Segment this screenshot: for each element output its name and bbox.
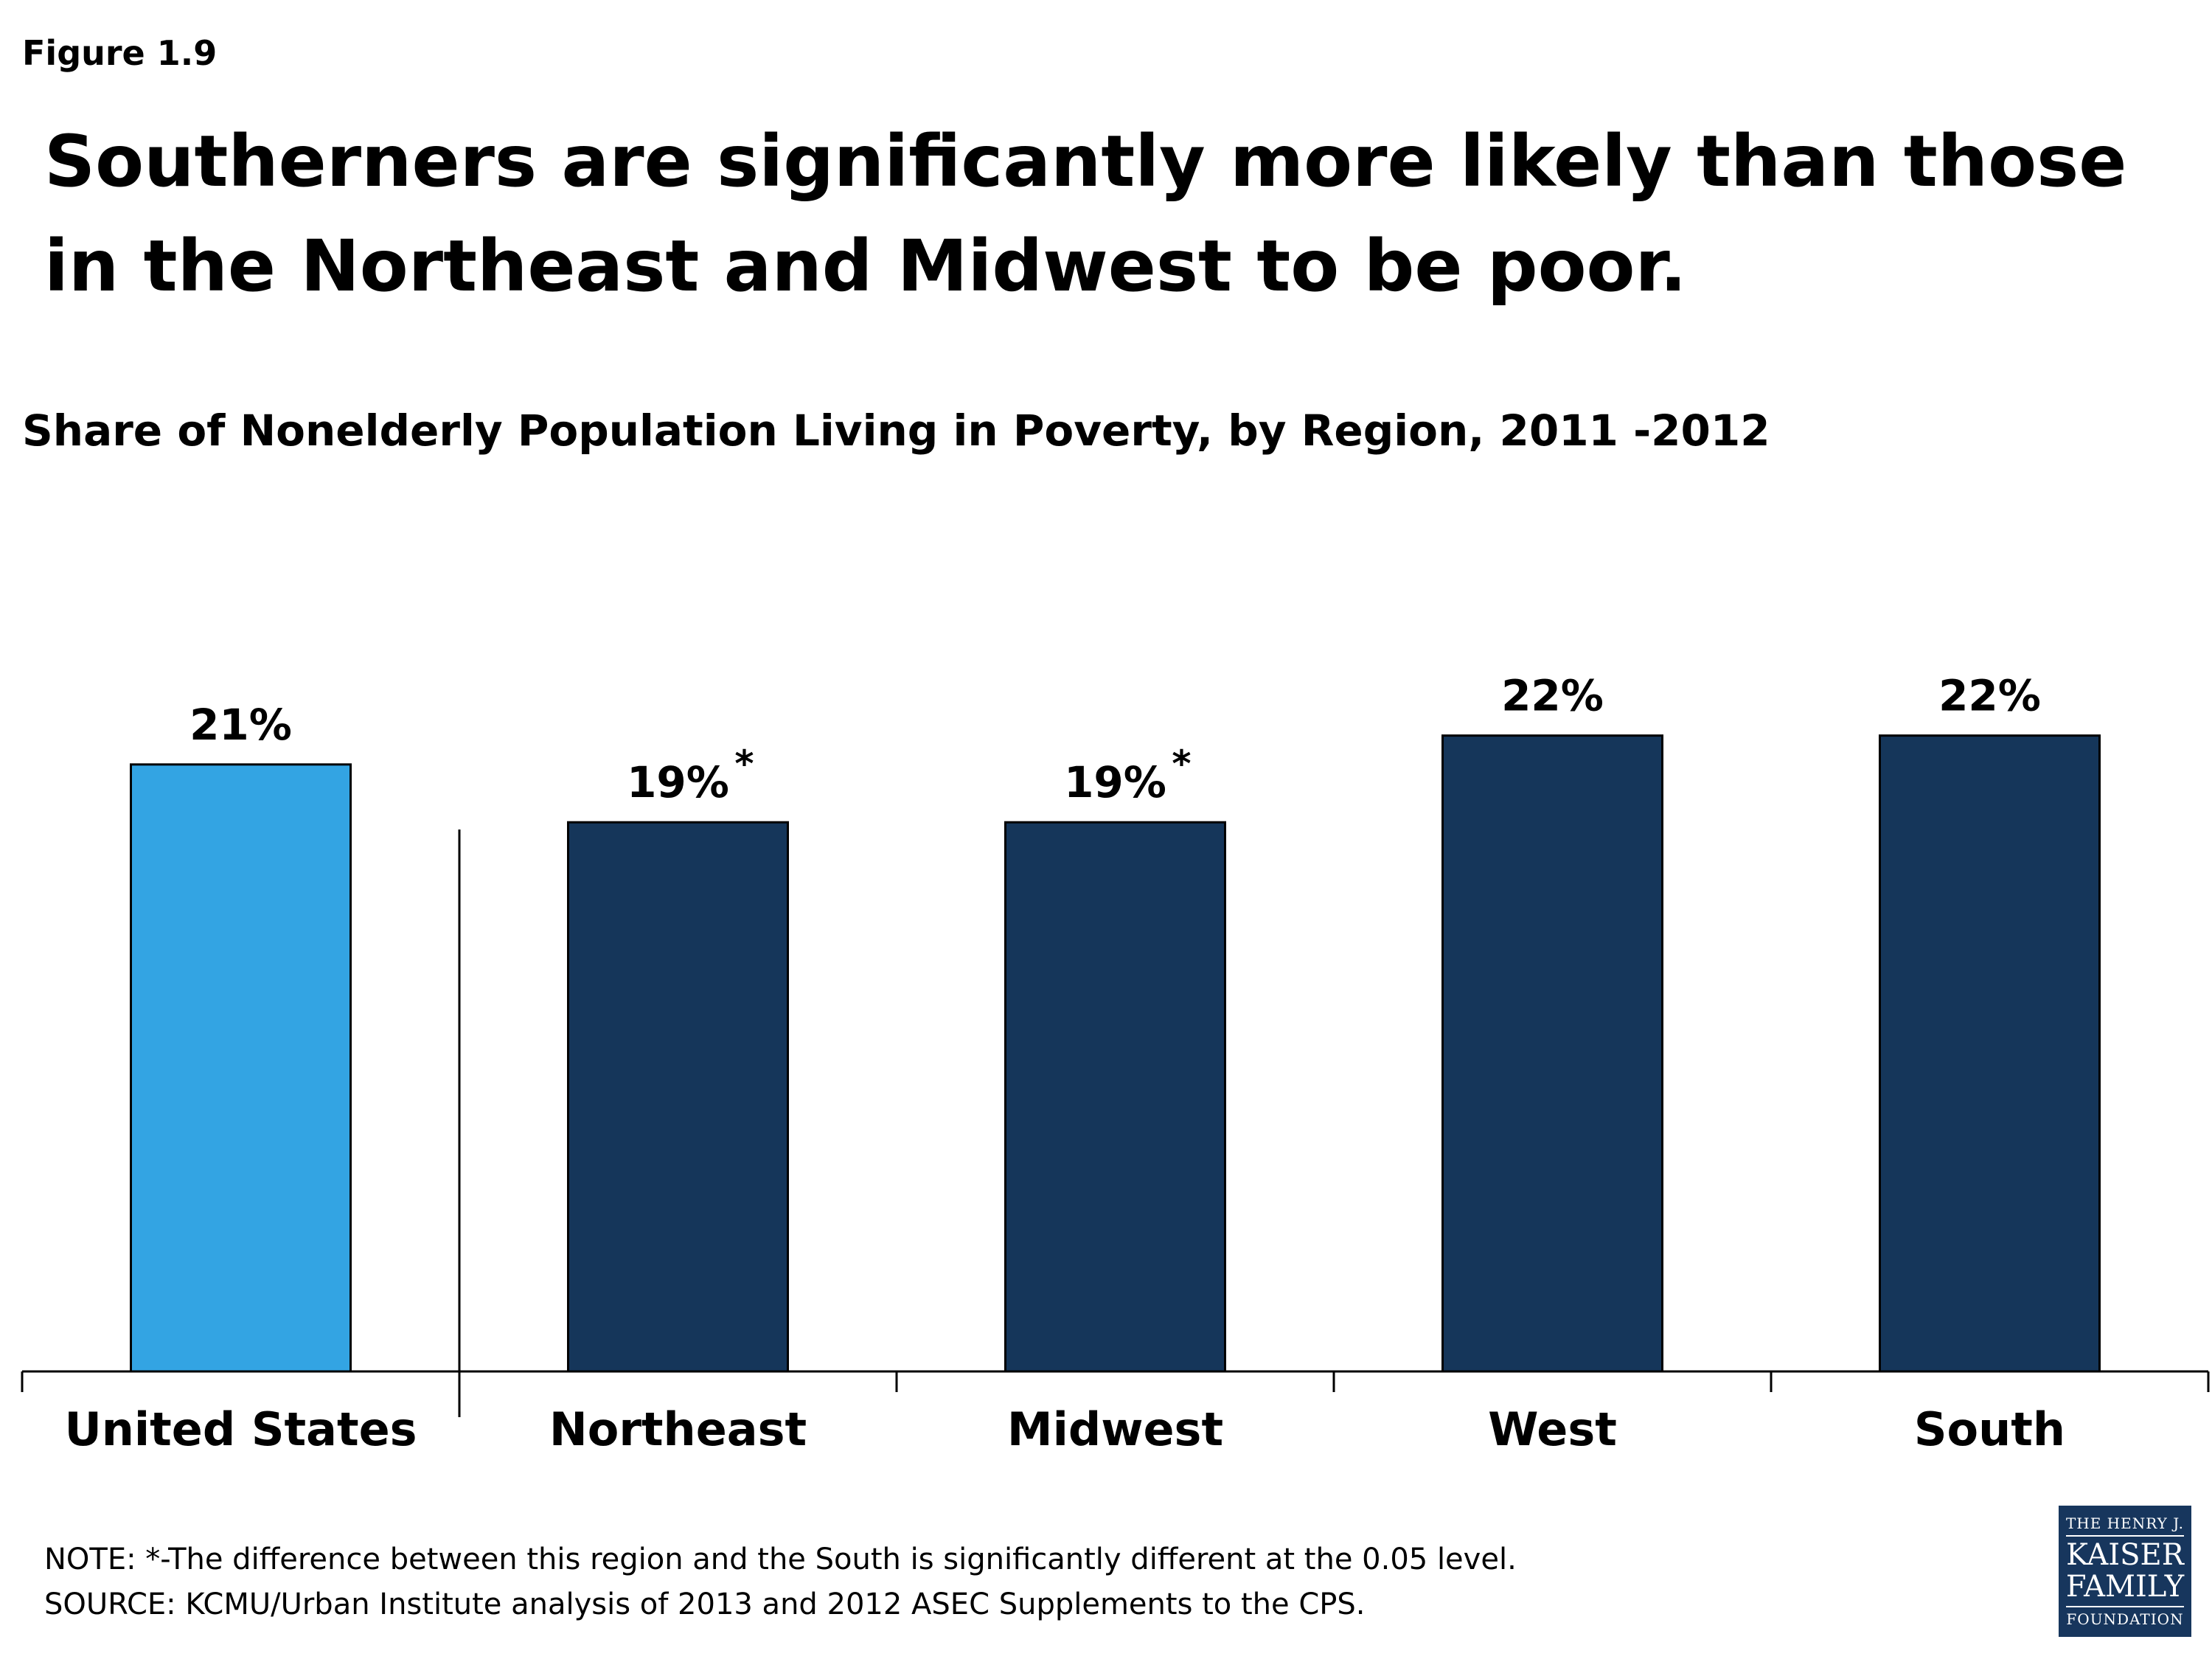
bar-midwest (1004, 821, 1226, 1373)
significance-marker: * (1172, 742, 1191, 785)
category-label: West (1488, 1402, 1617, 1456)
figure-label: Figure 1.9 (22, 33, 218, 73)
x-axis (21, 830, 2210, 1417)
notes: NOTE: *-The difference between this regi… (44, 1537, 1517, 1627)
category-label: Midwest (1007, 1402, 1223, 1456)
bar-west (1441, 734, 1663, 1373)
logo-line-1: THE HENRY J. (2065, 1514, 2185, 1532)
category-label: Northeast (549, 1402, 807, 1456)
headline: Southerners are significantly more likel… (44, 120, 2127, 307)
source-text: SOURCE: KCMU/Urban Institute analysis of… (44, 1587, 1366, 1621)
bar-northeast (567, 821, 789, 1373)
note-text: NOTE: *-The difference between this regi… (44, 1543, 1517, 1576)
category-label: South (1914, 1402, 2065, 1456)
bars-group (130, 734, 2101, 1373)
kaiser-logo: THE HENRY J. KAISER FAMILY FOUNDATION (2059, 1506, 2191, 1637)
data-label: 21% (189, 700, 292, 750)
logo-line-4: FOUNDATION (2066, 1610, 2184, 1628)
logo-line-3: FAMILY (2065, 1570, 2185, 1604)
data-label: 19% (1064, 757, 1166, 807)
bar-south (1879, 734, 2101, 1373)
data-label: 22% (1501, 671, 1604, 721)
category-label: United States (64, 1402, 417, 1456)
bar-united-states (130, 763, 352, 1373)
chart-title: Share of Nonelderly Population Living in… (22, 406, 1770, 456)
data-label: 22% (1938, 671, 2041, 721)
significance-marker: * (734, 742, 754, 785)
data-label: 19% (627, 757, 729, 807)
logo-line-2: KAISER (2066, 1538, 2184, 1572)
